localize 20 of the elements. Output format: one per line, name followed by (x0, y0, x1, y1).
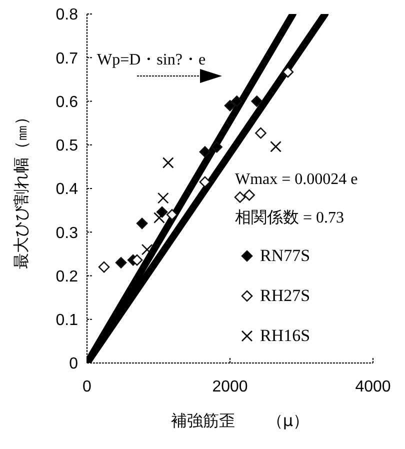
y-tick-label: 0.6 (56, 94, 78, 111)
x-tick-label: 2000 (212, 378, 248, 396)
y-tick-label: 0.2 (56, 268, 78, 286)
y-tick-label: 0 (69, 356, 78, 373)
legend-label: RH16S (260, 326, 310, 346)
x-tick-label: 4000 (355, 378, 391, 396)
legend-label: RN77S (260, 246, 310, 266)
annotation: 相関係数 = 0.73 (235, 208, 344, 228)
y-tick-label: 0.7 (56, 50, 78, 68)
y-tick-label: 0.8 (56, 6, 78, 24)
y-axis-title: 最大ひび割れ幅（㎜） (12, 108, 32, 268)
y-tick-label: 0.4 (56, 181, 78, 198)
y-tick-label: 0.1 (56, 312, 78, 330)
legend-label: RH27S (260, 286, 310, 306)
y-tick-label: 0.5 (56, 138, 78, 155)
x-tick-label: 0 (82, 378, 92, 396)
annotation: Wp=D・sin?・e (97, 50, 206, 70)
y-tick-label: 0.3 (56, 224, 78, 242)
x-axis-title: 補強筋歪 （μ） (170, 411, 310, 432)
annotation: Wmax = 0.00024 e (235, 171, 358, 189)
